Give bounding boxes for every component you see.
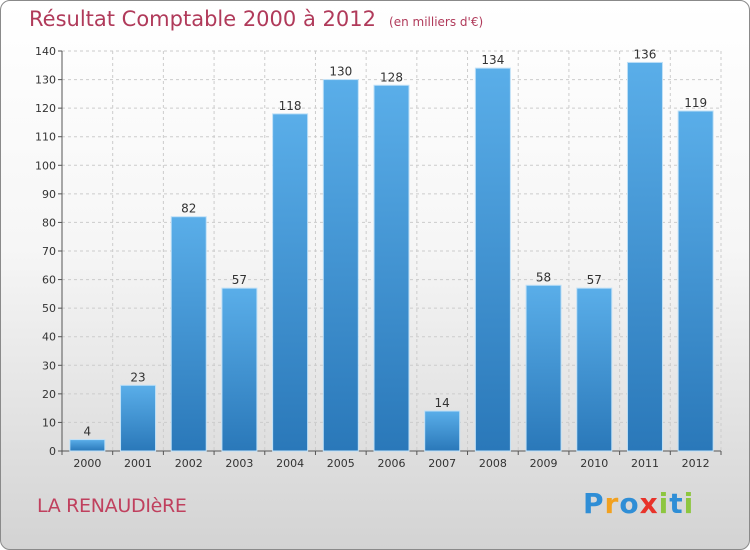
x-tick-label-2002: 2002 — [175, 457, 203, 470]
logo-letter: r — [604, 487, 620, 520]
commune-name: LA RENAUDIèRE — [37, 495, 187, 517]
bar-2008 — [474, 67, 511, 452]
y-tick-label: 30 — [42, 359, 56, 372]
bar-2010 — [576, 287, 613, 452]
data-label-2008: 134 — [481, 53, 504, 67]
x-tick-label-2007: 2007 — [428, 457, 456, 470]
bar-2004 — [272, 113, 309, 452]
y-tick-label: 60 — [42, 274, 56, 287]
logo-letter: i — [658, 487, 670, 520]
bar-2012 — [677, 110, 714, 452]
y-tick-label: 80 — [42, 216, 56, 229]
y-tick-label: 20 — [42, 388, 56, 401]
bar-2002 — [170, 216, 207, 452]
y-tick-label: 100 — [35, 159, 56, 172]
y-tick-label: 0 — [49, 445, 56, 458]
bars — [69, 61, 714, 452]
data-label-2011: 136 — [634, 47, 657, 61]
data-label-2007: 14 — [435, 396, 450, 410]
x-tick-label-2008: 2008 — [479, 457, 507, 470]
x-tick-label-2000: 2000 — [73, 457, 101, 470]
y-tick-label: 120 — [35, 102, 56, 115]
data-label-2009: 58 — [536, 270, 551, 284]
y-tick-label: 10 — [42, 416, 56, 429]
data-label-2003: 57 — [232, 273, 247, 287]
data-label-2001: 23 — [130, 370, 145, 384]
chart-title: Résultat Comptable 2000 à 2012 — [29, 7, 376, 31]
x-tick-label-2001: 2001 — [124, 457, 152, 470]
data-label-2000: 4 — [84, 425, 92, 439]
bar-2006 — [373, 84, 410, 452]
logo-letter: P — [583, 487, 605, 520]
x-tick-label-2011: 2011 — [631, 457, 659, 470]
y-tick-label: 50 — [42, 302, 56, 315]
data-label-2002: 82 — [181, 202, 196, 216]
bar-2000 — [69, 439, 106, 452]
bar-2007 — [424, 410, 461, 452]
x-tick-label-2009: 2009 — [530, 457, 558, 470]
data-label-2010: 57 — [587, 273, 602, 287]
logo-letter: o — [619, 487, 640, 520]
y-tick-label: 140 — [35, 45, 56, 58]
bar-2009 — [525, 284, 562, 452]
proxiti-logo: Proxiti — [583, 487, 694, 520]
bar-2001 — [120, 384, 157, 452]
bar-2003 — [221, 287, 258, 452]
chart-subtitle: (en milliers d'€) — [389, 15, 484, 29]
x-tick-label-2010: 2010 — [580, 457, 608, 470]
logo-letter: t — [669, 487, 684, 520]
y-tick-label: 90 — [42, 188, 56, 201]
y-tick-label: 70 — [42, 245, 56, 258]
data-label-2004: 118 — [279, 99, 302, 113]
labels: 4 2000 23 2001 82 2002 57 2003 118 2004 130 2005 128… — [73, 47, 709, 470]
logo-letter: x — [639, 487, 659, 520]
y-tick-label: 40 — [42, 331, 56, 344]
logo-letter: i — [683, 487, 695, 520]
bar-2005 — [322, 79, 359, 452]
x-tick-label-2005: 2005 — [327, 457, 355, 470]
data-label-2012: 119 — [684, 96, 707, 110]
y-tick-label: 110 — [35, 131, 56, 144]
data-label-2006: 128 — [380, 70, 403, 84]
chart-title-block: Résultat Comptable 2000 à 2012 (en milli… — [29, 7, 483, 31]
x-tick-label-2003: 2003 — [225, 457, 253, 470]
data-label-2005: 130 — [329, 65, 352, 79]
x-tick-label-2006: 2006 — [378, 457, 406, 470]
bar-2011 — [626, 61, 663, 452]
y-tick-label: 130 — [35, 74, 56, 87]
x-tick-label-2012: 2012 — [682, 457, 710, 470]
x-tick-label-2004: 2004 — [276, 457, 304, 470]
